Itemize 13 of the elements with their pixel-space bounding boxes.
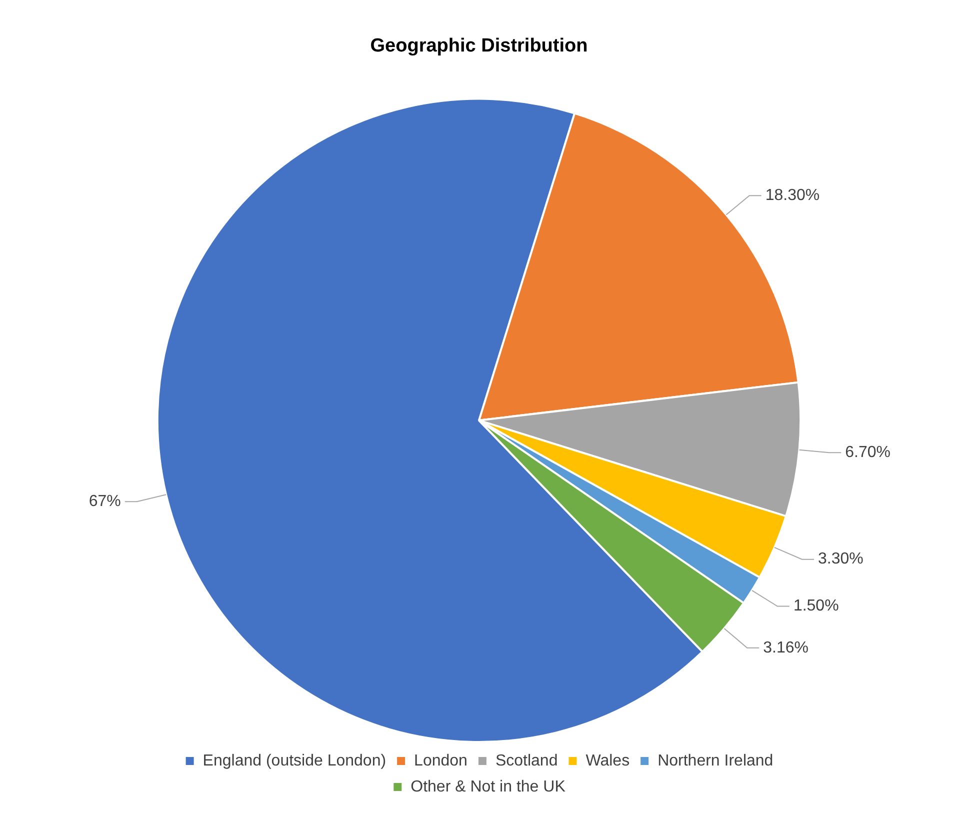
data-label: 3.16%	[763, 639, 808, 656]
chart-title: Geographic Distribution	[370, 36, 588, 57]
data-label: 18.30%	[765, 186, 820, 204]
legend-label: Scotland	[495, 752, 558, 770]
legend-label: London	[414, 752, 468, 770]
data-label: 67%	[88, 493, 121, 510]
legend-label: Wales	[586, 752, 630, 770]
legend-label: Northern Ireland	[658, 752, 774, 770]
data-label: 6.70%	[845, 444, 890, 462]
legend-label: Other & Not in the UK	[410, 778, 566, 796]
legend-label: England (outside London)	[202, 752, 386, 770]
data-label: 3.30%	[818, 550, 864, 568]
data-label: 1.50%	[793, 598, 839, 615]
